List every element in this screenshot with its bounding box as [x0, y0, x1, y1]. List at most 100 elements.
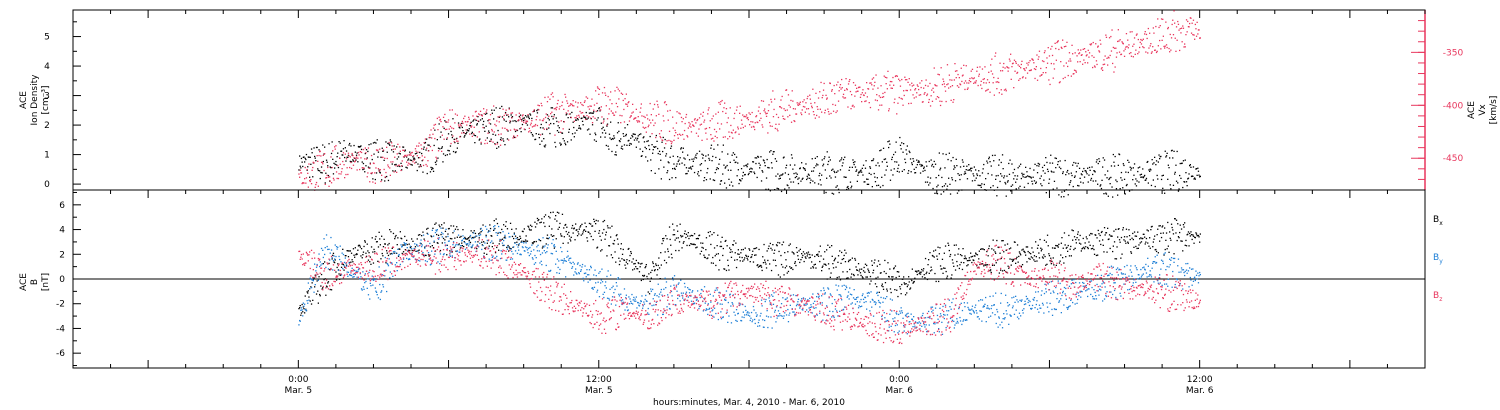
velocity-x-series-point: [446, 128, 448, 130]
velocity-x-series-point: [459, 136, 461, 138]
field-by-series-point: [561, 251, 563, 253]
field-bx-series-point: [862, 277, 864, 279]
field-bx-series-point: [680, 236, 683, 238]
velocity-x-series-point: [719, 128, 721, 130]
velocity-x-series-point: [1108, 37, 1111, 39]
velocity-x-series-point: [978, 73, 980, 75]
field-by-series-point: [583, 272, 586, 275]
field-bx-series-point: [376, 241, 378, 243]
velocity-x-series-point: [410, 154, 412, 156]
velocity-x-series-point: [817, 97, 820, 99]
velocity-x-series-point: [761, 124, 763, 126]
velocity-x-series-point: [684, 122, 686, 125]
field-bx-series-point: [1126, 236, 1128, 238]
velocity-x-series-point: [792, 108, 795, 110]
velocity-x-series-point: [739, 112, 741, 114]
ion-density-series-point: [1092, 180, 1094, 182]
ion-density-series-point: [990, 165, 992, 167]
velocity-x-series-point: [890, 87, 892, 89]
ion-density-series-point: [478, 120, 480, 123]
ion-density-series-point: [480, 143, 482, 145]
field-bx-series-point: [432, 227, 434, 229]
velocity-x-series-point: [1166, 46, 1168, 49]
ion-density-series-point: [394, 170, 396, 172]
field-bx-series-point: [798, 250, 800, 252]
field-by-series-point: [367, 278, 369, 280]
field-bx-series-point: [690, 243, 692, 245]
velocity-x-series-point: [938, 96, 940, 99]
field-bx-series-point: [683, 233, 686, 235]
velocity-x-series-point: [333, 179, 335, 181]
field-by-series-point: [342, 253, 345, 256]
ion-density-series-point: [1110, 165, 1113, 167]
ion-density-series-point: [612, 138, 614, 140]
velocity-x-series-point: [724, 102, 726, 104]
field-by-series-point: [502, 231, 504, 233]
field-bx-series-point: [377, 260, 379, 262]
field-bx-series-point: [829, 246, 831, 248]
field-bx-series-point: [793, 253, 795, 255]
velocity-x-series-point: [668, 130, 671, 132]
field-by-series-point: [427, 233, 429, 235]
field-bx-series-point: [799, 248, 801, 250]
ion-density-series-point: [415, 161, 417, 163]
field-by-series-point: [441, 236, 443, 238]
ion-density-series-point: [587, 117, 589, 119]
field-bx-series-point: [989, 270, 991, 272]
field-bx-series-point: [1079, 234, 1081, 237]
velocity-x-series-point: [1187, 20, 1189, 23]
velocity-x-series-point: [1046, 62, 1049, 64]
velocity-x-series-point: [946, 64, 949, 66]
field-bx-series-point: [641, 262, 643, 265]
velocity-x-series-point: [920, 86, 922, 89]
ion-density-series-point: [496, 141, 499, 144]
ion-density-series-point: [518, 115, 520, 118]
ion-density-series-point: [551, 107, 554, 109]
velocity-x-series-point: [628, 101, 630, 103]
field-by-series-point: [539, 253, 542, 256]
field-bx-series-point: [1065, 256, 1067, 258]
field-bx-series-point: [779, 276, 781, 278]
velocity-x-series-point: [539, 119, 541, 121]
field-by-series-point: [504, 237, 507, 239]
field-bx-series-point: [792, 252, 795, 254]
field-bx-series-point: [620, 243, 622, 245]
field-bx-series-point: [430, 235, 432, 237]
ion-density-series-point: [978, 184, 980, 187]
field-by-series-point: [344, 257, 346, 259]
field-bx-series-point: [729, 247, 731, 249]
field-bx-series-point: [626, 263, 629, 265]
velocity-x-series-point: [1068, 60, 1070, 62]
ion-density-series-point: [464, 133, 467, 135]
velocity-x-series-point: [1080, 49, 1082, 51]
field-bx-series-point: [1046, 234, 1049, 236]
velocity-x-series-point: [381, 174, 383, 176]
field-bx-series-point: [790, 267, 793, 269]
field-by-series-point: [381, 274, 383, 276]
ion-density-series-point: [816, 163, 818, 165]
field-bx-series-point: [890, 291, 892, 294]
ion-density-series-point: [635, 146, 637, 148]
velocity-x-series-point: [463, 117, 465, 120]
velocity-x-series-point: [1000, 89, 1002, 91]
field-by-series-point: [424, 260, 427, 262]
ion-density-series-point: [644, 146, 646, 148]
ion-density-series-point: [1015, 181, 1017, 183]
ion-density-series-point: [793, 172, 795, 175]
velocity-x-series-point: [357, 151, 360, 154]
field-by-series-point: [586, 274, 589, 276]
ion-density-series-point: [947, 158, 949, 161]
velocity-x-series-point: [417, 151, 419, 153]
field-by-series-point: [642, 307, 644, 309]
field-bx-series-point: [498, 249, 500, 251]
velocity-x-series-point: [514, 129, 516, 131]
ion-density-series-point: [372, 178, 374, 180]
ion-density-series-point: [614, 154, 616, 156]
field-bx-series-point: [802, 251, 805, 253]
velocity-x-series-point: [774, 127, 776, 130]
velocity-x-series-point: [460, 125, 462, 127]
field-bx-series-point: [435, 222, 437, 224]
field-by-series-point: [386, 262, 388, 265]
field-bx-series-point: [611, 257, 614, 259]
velocity-x-series-point: [352, 164, 355, 166]
